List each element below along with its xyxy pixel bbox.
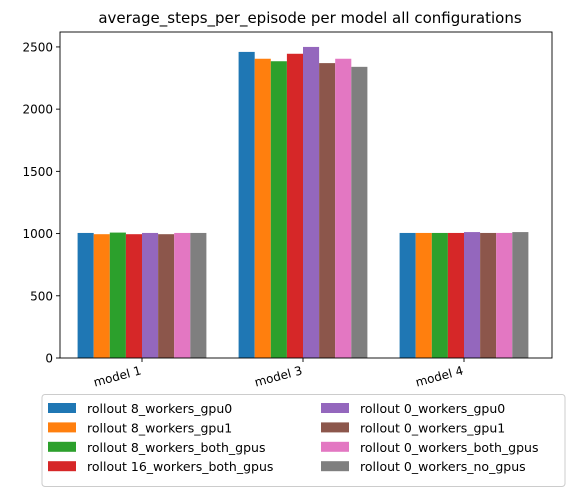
y-axis: 0 500 1000 1500 2000 2500 (22, 40, 60, 366)
bar-model-4-series-4 (447, 232, 464, 358)
bar-model-3-series-8 (351, 66, 368, 358)
y-tick-label: 2500 (22, 40, 53, 54)
bar-model-3-series-6 (319, 63, 336, 359)
legend-label: rollout 8_workers_gpu0 (87, 401, 232, 416)
bars-group (77, 46, 529, 359)
legend-label: rollout 0_workers_both_gpus (360, 440, 538, 455)
bar-model-3-series-5 (303, 46, 320, 359)
legend-swatch (321, 403, 349, 413)
chart-title: average_steps_per_episode per model all … (98, 9, 521, 28)
bar-model-1-series-7 (174, 232, 191, 358)
x-tick-label: model 1 (92, 363, 143, 389)
legend-label: rollout 0_workers_no_gpus (360, 459, 526, 474)
bar-model-1-series-4 (125, 234, 142, 358)
bar-model-1-series-6 (158, 234, 175, 358)
bar-model-4-series-2 (415, 232, 432, 358)
x-tick-label: model 4 (414, 363, 465, 389)
bar-model-4-series-6 (480, 232, 497, 358)
legend-swatch (321, 461, 349, 472)
y-tick-label: 500 (30, 289, 53, 303)
bar-model-3-series-2 (254, 58, 271, 358)
y-tick-label: 0 (45, 352, 53, 366)
bar-model-3-series-4 (286, 53, 303, 359)
legend-swatch (48, 403, 76, 413)
legend-swatch (48, 422, 76, 433)
x-axis: model 1 model 3 model 4 (92, 358, 465, 390)
bar-model-1-series-1 (77, 232, 94, 358)
legend-swatch (321, 422, 349, 433)
legend-label: rollout 8_workers_both_gpus (87, 440, 265, 455)
bar-model-4-series-7 (496, 232, 513, 358)
bar-model-4-series-5 (464, 232, 481, 358)
bar-model-3-series-1 (238, 51, 255, 358)
legend-label: rollout 8_workers_gpu1 (87, 420, 232, 435)
y-tick-label: 1500 (22, 165, 53, 179)
x-tick-label: model 3 (253, 363, 304, 389)
bar-model-1-series-5 (142, 232, 159, 358)
bar-model-1-series-8 (190, 232, 207, 358)
bar-model-3-series-3 (270, 61, 287, 359)
bar-model-4-series-3 (431, 232, 448, 358)
legend-label: rollout 16_workers_both_gpus (87, 459, 273, 474)
bar-model-1-series-3 (109, 232, 126, 358)
legend-swatch (48, 461, 76, 472)
legend-swatch (48, 441, 76, 452)
bar-model-3-series-7 (335, 58, 352, 358)
plot-frame (59, 31, 553, 359)
legend-label: rollout 0_workers_gpu1 (360, 420, 505, 435)
y-tick-label: 1000 (22, 227, 53, 241)
legend-label: rollout 0_workers_gpu0 (360, 401, 505, 416)
legend-swatch (321, 441, 349, 452)
bar-model-1-series-2 (93, 234, 110, 358)
legend-box (41, 394, 566, 487)
y-tick-label: 2000 (22, 103, 53, 117)
bar-model-4-series-1 (399, 232, 416, 358)
bar-model-4-series-8 (512, 232, 529, 358)
